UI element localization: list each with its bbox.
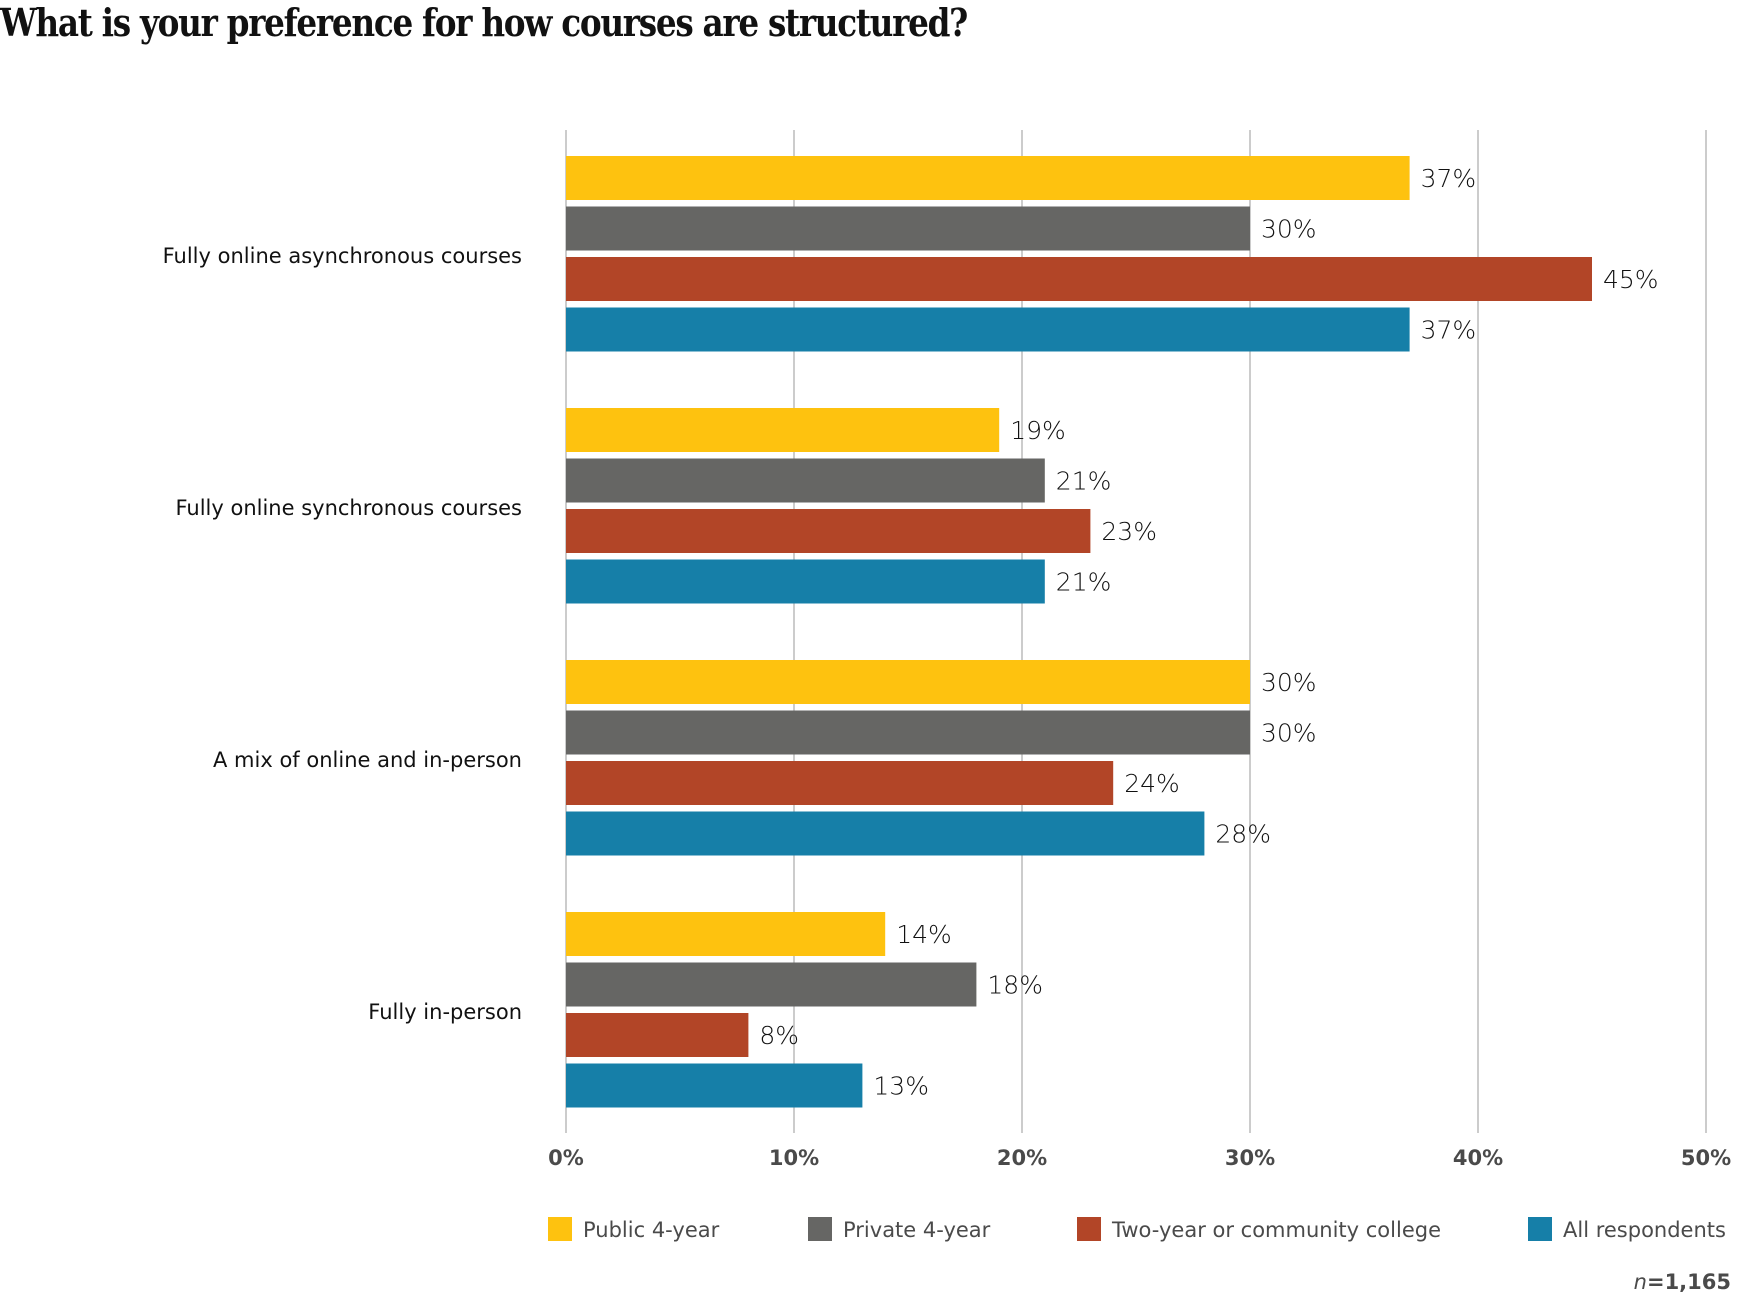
x-tick-label: 40% [1453,1146,1503,1170]
x-tick-label: 20% [997,1146,1047,1170]
legend-label: Public 4-year [583,1218,720,1242]
x-tick-label: 10% [769,1146,819,1170]
legend-swatch [548,1217,572,1241]
value-label: 14% [896,920,952,949]
bar [566,408,1000,452]
bar [566,307,1410,352]
category-labels: Fully online asynchronous courses Fully o… [163,244,522,1024]
bar [566,458,1045,503]
category-label: Fully in-person [368,1000,522,1024]
value-label: 37% [1421,316,1477,345]
bar [566,559,1045,604]
bar [566,761,1114,805]
sample-size-value: =1,165 [1647,1270,1731,1294]
value-label: 8% [759,1021,799,1050]
bar [566,710,1250,755]
category-label: Fully online asynchronous courses [163,244,522,268]
bar [566,1013,749,1057]
value-label: 28% [1215,820,1271,849]
x-tick-label: 30% [1225,1146,1275,1170]
value-label: 19% [1010,416,1066,445]
value-label: 30% [1261,215,1317,244]
value-label: 30% [1261,668,1317,697]
legend-label: Private 4-year [843,1218,991,1242]
x-axis-ticks: 0% 10% 20% 30% 40% 50% [548,1146,1731,1170]
value-label: 21% [1056,568,1112,597]
legend-swatch [808,1217,832,1241]
bar [566,912,886,956]
bar [566,206,1250,251]
category-label: A mix of online and in-person [213,748,522,772]
bar [566,156,1410,200]
legend-label: All respondents [1563,1218,1726,1242]
bar [566,1063,863,1108]
bar [566,962,977,1007]
x-tick-label: 0% [548,1146,584,1170]
legend-swatch [1077,1217,1101,1241]
legend: Public 4-year Private 4-year Two-year or c… [548,1217,1726,1242]
bar [566,811,1205,856]
value-label: 13% [873,1072,929,1101]
bar [566,257,1592,301]
chart-title: What is your preference for how courses … [0,0,968,45]
value-label: 37% [1421,164,1477,193]
value-label: 23% [1101,517,1157,546]
x-tick-label: 50% [1681,1146,1731,1170]
category-label: Fully online synchronous courses [175,496,522,520]
value-label: 18% [987,971,1043,1000]
value-label: 45% [1603,265,1659,294]
legend-label: Two-year or community college [1111,1218,1441,1242]
bar [566,509,1091,553]
bars: 37% 30% 45% 37% 19% 21% 23% 21% 30% 30% 24% 28% 14% 1… [566,156,1659,1108]
bar [566,660,1250,704]
sample-size-n: n [1634,1270,1647,1294]
value-label: 24% [1124,769,1180,798]
legend-swatch [1528,1217,1552,1241]
sample-size-note: n=1,165 [1634,1270,1731,1294]
value-label: 30% [1261,719,1317,748]
value-label: 21% [1056,467,1112,496]
